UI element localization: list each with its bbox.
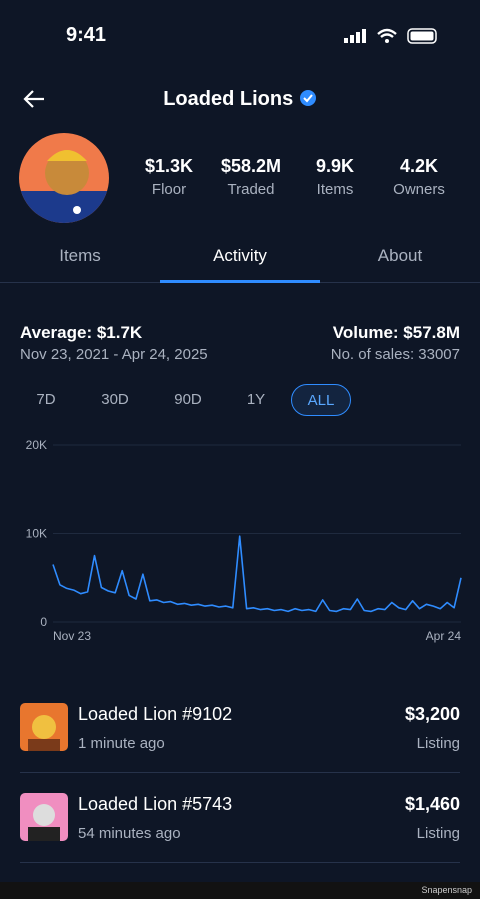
tab[interactable]: About xyxy=(377,246,423,265)
tab-active[interactable]: Activity xyxy=(213,246,267,265)
status-time: 9:41 xyxy=(66,24,107,46)
stat: 9.9K Items xyxy=(290,156,380,198)
verified-badge xyxy=(299,90,316,106)
back-button[interactable] xyxy=(22,88,46,110)
item-type: Listing xyxy=(416,825,460,842)
period-button[interactable]: 90D xyxy=(174,391,202,408)
collection-avatar xyxy=(19,133,109,223)
footer-bar xyxy=(0,882,480,899)
period-button[interactable]: 7D xyxy=(36,391,56,408)
status-icons xyxy=(344,28,437,44)
date-range: Nov 23, 2021 - Apr 24, 2025 xyxy=(20,346,208,363)
stat: $58.2M Traded xyxy=(206,156,296,198)
average: Average: $1.7K xyxy=(20,323,143,342)
tab[interactable]: Items xyxy=(59,246,101,265)
x-tick-label: Apr 24 xyxy=(426,629,462,643)
item-name: Loaded Lion #9102 xyxy=(78,704,233,724)
collection-title: Loaded Lions xyxy=(163,88,294,110)
activity-row[interactable]: Loaded Lion #9102 1 minute ago $3,200 Li… xyxy=(0,686,480,773)
stat-label: Floor xyxy=(151,181,187,198)
header: Loaded Lions xyxy=(0,88,480,111)
period-button[interactable]: 30D xyxy=(101,391,129,408)
item-price: $3,200 xyxy=(404,704,460,724)
divider xyxy=(20,862,460,863)
item-name: Loaded Lion #5743 xyxy=(78,794,233,814)
y-tick-label: 0 xyxy=(40,615,47,629)
x-tick-label: Nov 23 xyxy=(53,629,91,643)
watermark: Snapensnap xyxy=(421,885,472,895)
stat-label: Owners xyxy=(393,181,445,198)
item-type: Listing xyxy=(416,735,460,752)
divider xyxy=(20,772,460,773)
item-price: $1,460 xyxy=(404,794,460,814)
stat: $1.3K Floor xyxy=(124,156,214,198)
item-thumbnail xyxy=(20,793,68,841)
y-tick-label: 20K xyxy=(26,438,47,452)
price-line xyxy=(52,535,462,613)
y-tick-label: 10K xyxy=(26,527,47,541)
volume: Volume: $57.8M xyxy=(332,323,460,342)
stat: 4.2K Owners xyxy=(374,156,464,198)
period-button[interactable]: 1Y xyxy=(246,391,266,408)
stat-label: Traded xyxy=(227,181,275,198)
activity-row[interactable]: Loaded Lion #5743 54 minutes ago $1,460 … xyxy=(0,776,480,863)
item-time: 1 minute ago xyxy=(78,735,165,752)
period-button-active[interactable]: ALL xyxy=(291,384,351,416)
price-chart: 0 10K 20K Nov 23 Apr 24 xyxy=(26,438,462,643)
item-time: 54 minutes ago xyxy=(78,825,181,842)
stat-value: 9.9K xyxy=(315,156,355,176)
tab-indicator xyxy=(160,280,320,283)
stat-value: $58.2M xyxy=(220,156,282,176)
stat-value: 4.2K xyxy=(399,156,439,176)
sales-count: No. of sales: 33007 xyxy=(330,346,460,363)
stat-value: $1.3K xyxy=(144,156,194,176)
item-thumbnail xyxy=(20,703,68,751)
stat-label: Items xyxy=(316,181,354,198)
